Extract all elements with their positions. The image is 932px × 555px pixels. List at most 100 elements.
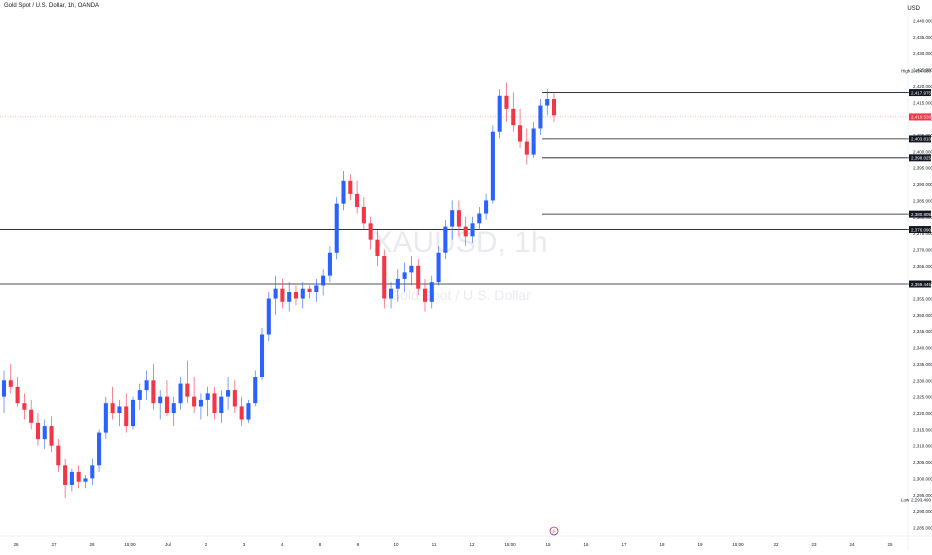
level-price-label-bg bbox=[909, 280, 931, 288]
x-tick-label: 12 bbox=[469, 542, 475, 547]
candle-body bbox=[518, 125, 523, 142]
candle-body bbox=[151, 380, 156, 404]
y-tick-label: 2,435.000 bbox=[913, 35, 932, 40]
x-tick-label: 15:00 bbox=[124, 542, 136, 547]
y-tick-label: 2,350.000 bbox=[913, 313, 932, 318]
candle-body bbox=[355, 193, 360, 207]
candle-body bbox=[348, 180, 353, 194]
chart-title: Gold Spot / U.S. Dollar, 1h, OANDA bbox=[4, 3, 100, 9]
candle-body bbox=[56, 445, 61, 466]
candle-body bbox=[327, 252, 332, 276]
candle-body bbox=[280, 288, 285, 302]
candle-body bbox=[463, 226, 468, 237]
candle-body bbox=[287, 291, 292, 302]
low-tag: Low bbox=[901, 497, 910, 502]
x-tick-label: 15:00 bbox=[732, 542, 744, 547]
x-tick-label: 9 bbox=[357, 542, 360, 547]
x-tick-label: 10 bbox=[393, 542, 399, 547]
candle-body bbox=[130, 399, 136, 427]
level-price-label: 2,417.975 bbox=[911, 90, 932, 95]
candle-body bbox=[35, 422, 40, 440]
candle-body bbox=[226, 390, 231, 397]
candle-body bbox=[171, 403, 176, 413]
x-tick-label: 17 bbox=[621, 542, 627, 547]
candle-body bbox=[219, 396, 224, 413]
candle-body bbox=[144, 380, 149, 391]
time-axis: 26 27 28 15:00 Jul 2 3 4 8 9 10 11 12 15:00 15 16 17 18 19… bbox=[13, 542, 893, 547]
x-tick-label: Jul bbox=[165, 542, 171, 547]
y-tick-label: 2,390.000 bbox=[913, 182, 932, 187]
candle-body bbox=[192, 396, 197, 407]
candle-body bbox=[538, 105, 543, 129]
y-tick-label: 2,330.000 bbox=[913, 378, 932, 383]
candle-body bbox=[470, 223, 475, 237]
candle-body bbox=[443, 226, 448, 253]
level-price-label: 2,359.445 bbox=[911, 282, 932, 287]
candle-body bbox=[8, 380, 13, 387]
high-price: 2,424.680 bbox=[911, 68, 932, 73]
x-tick-label: 2 bbox=[205, 542, 208, 547]
candle-body bbox=[266, 298, 271, 335]
candle-body bbox=[22, 403, 27, 410]
y-tick-label: 2,285.000 bbox=[913, 525, 932, 530]
y-tick-label: 2,290.000 bbox=[913, 509, 932, 514]
x-tick-label: 4 bbox=[281, 542, 284, 547]
candle-body bbox=[205, 393, 210, 400]
level-price-label: 2,398.025 bbox=[911, 156, 932, 161]
candle-body bbox=[90, 465, 95, 479]
candle-body bbox=[15, 386, 20, 404]
candle-body bbox=[456, 210, 461, 227]
y-tick-label: 2,395.000 bbox=[913, 166, 932, 171]
candle-body bbox=[117, 406, 122, 413]
candle-body bbox=[69, 471, 74, 485]
candle-body bbox=[436, 252, 441, 283]
goto-realtime-button[interactable]: ⚡ bbox=[549, 526, 559, 536]
x-tick-label: 8 bbox=[319, 542, 322, 547]
y-tick-label: 2,420.000 bbox=[913, 84, 932, 89]
candle-body bbox=[484, 200, 489, 214]
y-tick-label: 2,295.000 bbox=[913, 493, 932, 498]
candle-body bbox=[185, 383, 190, 397]
x-tick-label: 24 bbox=[849, 542, 855, 547]
level-price-label: 2,380.805 bbox=[911, 212, 932, 217]
candle-body bbox=[545, 99, 550, 106]
candle-body bbox=[497, 95, 502, 132]
candle-body bbox=[382, 256, 387, 299]
candle-body bbox=[273, 288, 278, 299]
y-tick-label: 2,375.000 bbox=[913, 231, 932, 236]
level-price-label-bg bbox=[909, 226, 931, 234]
y-tick-label: 2,370.000 bbox=[913, 247, 932, 252]
candle-body bbox=[232, 390, 237, 407]
candle-body bbox=[103, 403, 108, 433]
candle-body bbox=[110, 403, 115, 413]
x-tick-label: 23 bbox=[811, 542, 817, 547]
candle-body bbox=[375, 239, 380, 257]
x-tick-label: 3 bbox=[243, 542, 246, 547]
y-tick-label: 2,335.000 bbox=[913, 362, 932, 367]
watermark-description: Gold Spot / U.S. Dollar bbox=[389, 287, 531, 303]
x-tick-label: 18 bbox=[659, 542, 665, 547]
x-tick-label: 25 bbox=[887, 542, 893, 547]
candle-body bbox=[409, 265, 414, 273]
candle-body bbox=[253, 377, 258, 404]
currency-label[interactable]: USD bbox=[907, 6, 920, 12]
level-price-label-bg bbox=[909, 154, 931, 162]
candle-body bbox=[504, 95, 509, 109]
candle-body bbox=[321, 275, 326, 286]
level-price-label: 2,376.090 bbox=[911, 227, 932, 232]
x-tick-label: 15:00 bbox=[504, 542, 516, 547]
y-tick-label: 2,400.000 bbox=[913, 149, 932, 154]
candle-body bbox=[334, 203, 339, 253]
high-tag: High bbox=[901, 68, 911, 73]
x-tick-label: 27 bbox=[51, 542, 57, 547]
level-price-label-bg bbox=[909, 210, 931, 218]
candle-body bbox=[524, 141, 529, 155]
candle-body bbox=[212, 393, 217, 413]
candle-body bbox=[259, 334, 265, 378]
candle-body bbox=[97, 432, 102, 466]
y-tick-label: 2,355.000 bbox=[913, 297, 932, 302]
y-tick-label: 2,425.000 bbox=[913, 68, 932, 73]
y-tick-label: 2,310.000 bbox=[913, 444, 932, 449]
